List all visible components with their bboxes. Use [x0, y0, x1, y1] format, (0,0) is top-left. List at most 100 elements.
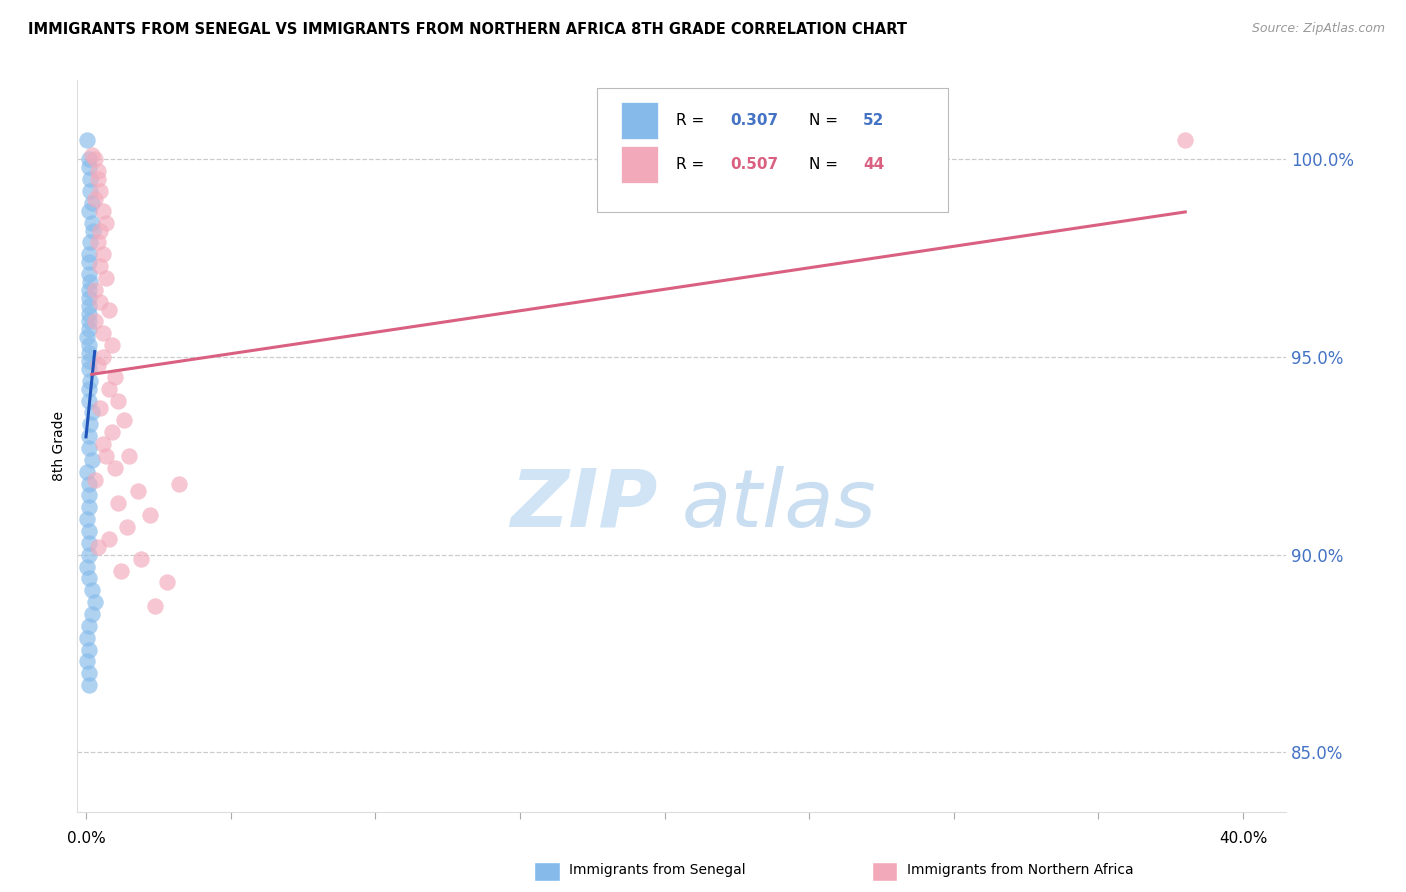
Point — [89, 401, 111, 416]
Point — [77, 488, 100, 502]
Point — [77, 161, 100, 175]
Point — [79, 275, 101, 289]
Point — [77, 500, 100, 515]
Point — [93, 437, 115, 451]
Point — [77, 619, 100, 633]
Point — [77, 536, 100, 550]
Text: Source: ZipAtlas.com: Source: ZipAtlas.com — [1251, 22, 1385, 36]
Point — [77, 666, 100, 681]
Point — [83, 192, 105, 206]
Point — [77, 382, 100, 396]
Point — [79, 184, 101, 198]
Point — [79, 374, 101, 388]
Point — [89, 184, 111, 198]
Point — [96, 216, 118, 230]
Text: 0.507: 0.507 — [730, 157, 779, 172]
Point — [1174, 132, 1197, 146]
Point — [118, 449, 141, 463]
Point — [77, 524, 100, 538]
Text: atlas: atlas — [682, 466, 877, 543]
Text: R =: R = — [676, 157, 709, 172]
Point — [98, 302, 121, 317]
Point — [77, 291, 100, 305]
Point — [77, 314, 100, 328]
Point — [77, 476, 100, 491]
Point — [115, 520, 138, 534]
Point — [101, 338, 124, 352]
Point — [76, 465, 98, 479]
Point — [77, 571, 100, 585]
Point — [79, 417, 101, 432]
Point — [93, 203, 115, 218]
Point — [127, 484, 149, 499]
FancyBboxPatch shape — [598, 87, 948, 212]
Point — [76, 330, 98, 344]
Point — [77, 203, 100, 218]
Point — [77, 267, 100, 281]
Point — [86, 172, 108, 186]
Point — [77, 153, 100, 167]
Point — [83, 283, 105, 297]
Point — [96, 271, 118, 285]
Point — [112, 413, 135, 427]
Point — [83, 153, 105, 167]
Point — [145, 599, 167, 614]
Point — [89, 259, 111, 273]
Point — [77, 322, 100, 336]
Point — [98, 382, 121, 396]
Point — [80, 405, 103, 419]
Point — [79, 235, 101, 250]
Point — [93, 350, 115, 364]
Point — [156, 575, 179, 590]
Point — [83, 473, 105, 487]
Point — [77, 548, 100, 562]
Point — [80, 453, 103, 467]
Point — [77, 429, 100, 443]
Point — [77, 255, 100, 269]
Point — [129, 551, 152, 566]
Point — [96, 449, 118, 463]
Point — [77, 247, 100, 261]
Text: ZIP: ZIP — [510, 466, 658, 543]
Point — [89, 223, 111, 237]
Point — [76, 655, 98, 669]
Point — [77, 678, 100, 692]
Point — [86, 540, 108, 554]
Point — [76, 512, 98, 526]
Point — [93, 326, 115, 341]
Text: Immigrants from Northern Africa: Immigrants from Northern Africa — [907, 863, 1133, 877]
Point — [76, 559, 98, 574]
Text: 40.0%: 40.0% — [1219, 831, 1267, 847]
Point — [83, 595, 105, 609]
Point — [83, 314, 105, 328]
Point — [80, 607, 103, 621]
Point — [80, 216, 103, 230]
Text: 0.0%: 0.0% — [66, 831, 105, 847]
Text: 52: 52 — [863, 113, 884, 128]
Point — [86, 358, 108, 372]
Point — [77, 441, 100, 455]
Point — [138, 508, 160, 523]
Point — [77, 338, 100, 352]
Bar — [621, 103, 658, 139]
Point — [77, 362, 100, 376]
Point — [77, 307, 100, 321]
Point — [104, 369, 127, 384]
Point — [107, 393, 129, 408]
Point — [110, 564, 132, 578]
Text: Immigrants from Senegal: Immigrants from Senegal — [569, 863, 747, 877]
Text: N =: N = — [808, 157, 842, 172]
Point — [98, 532, 121, 546]
Text: N =: N = — [808, 113, 842, 128]
Text: IMMIGRANTS FROM SENEGAL VS IMMIGRANTS FROM NORTHERN AFRICA 8TH GRADE CORRELATION: IMMIGRANTS FROM SENEGAL VS IMMIGRANTS FR… — [28, 22, 907, 37]
Point — [77, 346, 100, 360]
Point — [104, 460, 127, 475]
Point — [80, 583, 103, 598]
Point — [167, 476, 190, 491]
Point — [86, 164, 108, 178]
Point — [80, 148, 103, 162]
Point — [82, 223, 104, 237]
Point — [79, 172, 101, 186]
Point — [101, 425, 124, 439]
Bar — [621, 146, 658, 183]
